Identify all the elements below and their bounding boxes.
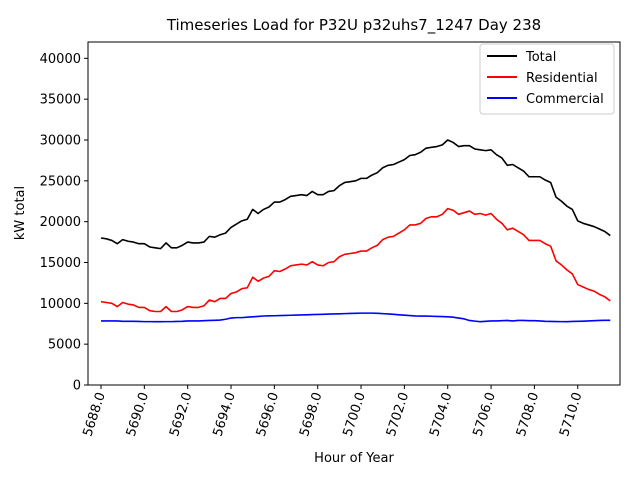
legend-label-total: Total (525, 50, 556, 65)
y-tick-label: 20000 (40, 215, 81, 230)
series-line-total (100, 139, 611, 250)
y-tick-label: 25000 (40, 174, 81, 189)
y-tick-label: 15000 (40, 256, 81, 271)
y-tick-label: 35000 (40, 93, 81, 108)
legend-label-residential: Residential (526, 71, 598, 86)
plot-frame (87, 41, 621, 386)
series-line-commercial (101, 312, 611, 323)
y-axis-label: kW total (13, 186, 28, 240)
y-tick-label: 10000 (40, 297, 81, 312)
x-axis-label: Hour of Year (314, 451, 394, 466)
y-tick-label: 40000 (40, 52, 81, 67)
legend: Total Residential Commercial (479, 43, 615, 115)
y-tick-label: 0 (73, 379, 81, 394)
y-tick-labels: 0 5000 10000 15000 20000 25000 30000 35000 40000 (40, 52, 81, 394)
legend-label-commercial: Commercial (526, 92, 604, 107)
series-layer (100, 139, 611, 323)
tick-layer (84, 57, 579, 389)
legend-box (479, 43, 615, 115)
chart-title: Timeseries Load for P32U p32uhs7_1247 Da… (166, 16, 541, 35)
y-tick-label: 5000 (48, 338, 81, 353)
series-line-residential (100, 207, 611, 313)
y-tick-label: 30000 (40, 134, 81, 149)
